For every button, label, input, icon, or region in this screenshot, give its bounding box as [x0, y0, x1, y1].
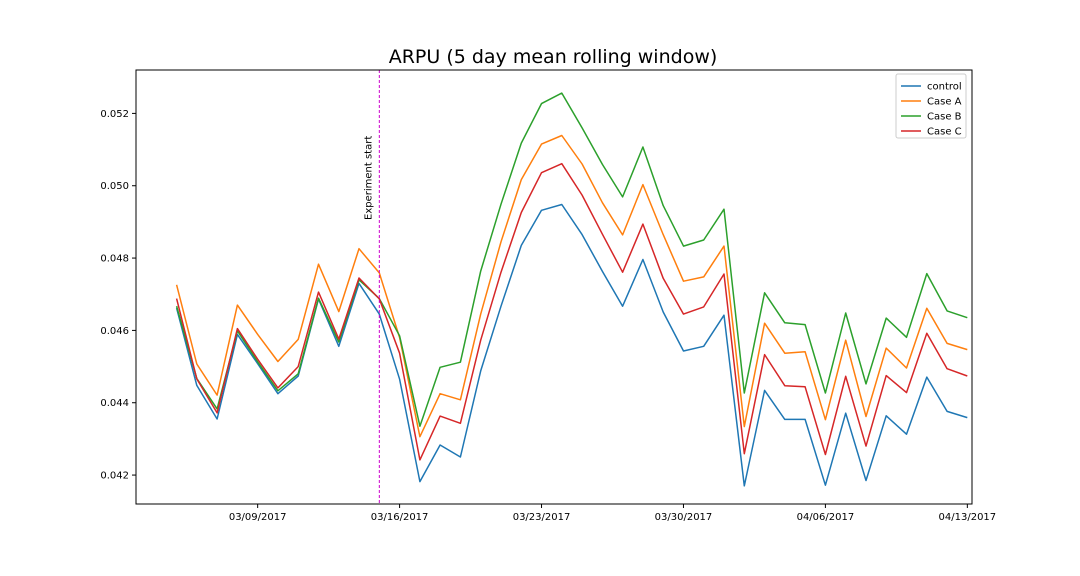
legend-label: Case C	[927, 127, 962, 138]
legend-label: control	[927, 82, 962, 93]
x-tick-label: 03/09/2017	[229, 512, 287, 523]
legend-box	[895, 73, 967, 139]
y-tick-label: 0.052	[100, 109, 129, 120]
series-line-control	[175, 203, 968, 487]
experiment-start-label: Experiment start	[363, 136, 374, 220]
plot-frame	[135, 69, 973, 505]
x-tick-label: 03/23/2017	[513, 512, 571, 523]
legend-label: Case A	[927, 97, 962, 108]
x-tick-label: 04/06/2017	[797, 512, 855, 523]
y-tick-label: 0.042	[100, 471, 129, 482]
y-tick-label: 0.050	[100, 181, 129, 192]
legend-label: Case B	[927, 112, 962, 123]
x-tick-label: 03/16/2017	[371, 512, 429, 523]
y-tick-label: 0.046	[100, 326, 129, 337]
y-tick-label: 0.048	[100, 254, 129, 265]
series-line-case-a	[175, 134, 968, 438]
x-tick-label: 04/13/2017	[939, 512, 997, 523]
chart-title: ARPU (5 day mean rolling window)	[389, 46, 718, 68]
series-line-case-b	[175, 92, 968, 427]
series-line-case-c	[175, 162, 968, 461]
y-tick-label: 0.044	[100, 398, 129, 409]
x-tick-label: 03/30/2017	[655, 512, 713, 523]
